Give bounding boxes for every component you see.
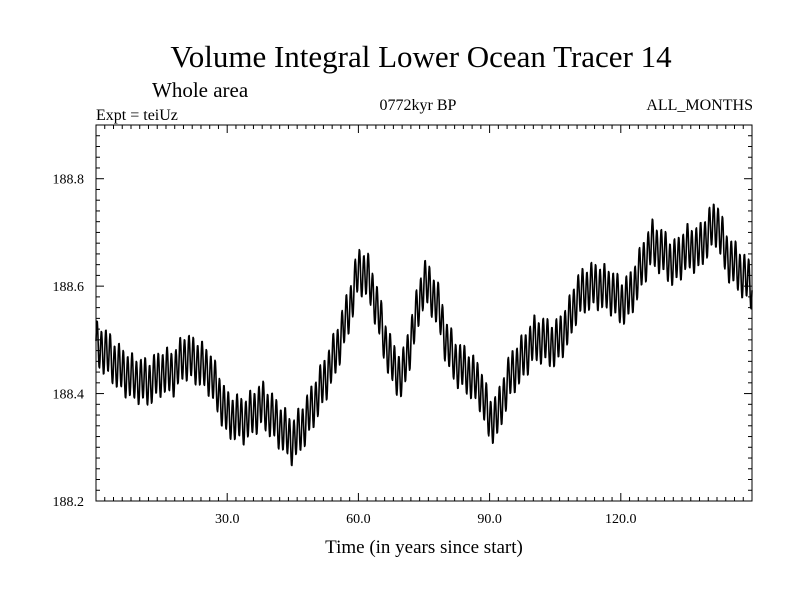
chart-subtitle: Whole area <box>152 78 249 102</box>
x-axis-label: Time (in years since start) <box>325 537 523 558</box>
x-tick-label: 30.0 <box>215 512 240 527</box>
expt-label: Expt = teiUz <box>96 107 178 124</box>
tick-labels: 30.0 60.0 90.0 120.0 188.2 188.4 188.6 188.8 <box>53 173 637 527</box>
y-tick-label: 188.6 <box>53 280 85 295</box>
months-label: ALL_MONTHS <box>646 97 753 114</box>
x-tick-label: 60.0 <box>346 512 371 527</box>
y-tick-label: 188.2 <box>53 495 85 510</box>
series-line-tracer14 <box>95 203 753 467</box>
axis-ticks <box>96 125 752 501</box>
y-tick-label: 188.4 <box>53 388 85 403</box>
x-tick-label: 120.0 <box>605 512 637 527</box>
plot-frame <box>95 124 753 502</box>
x-tick-label: 90.0 <box>477 512 502 527</box>
period-label: 0772kyr BP <box>380 97 457 114</box>
chart-title: Volume Integral Lower Ocean Tracer 14 <box>170 39 672 74</box>
y-tick-label: 188.8 <box>53 173 85 188</box>
